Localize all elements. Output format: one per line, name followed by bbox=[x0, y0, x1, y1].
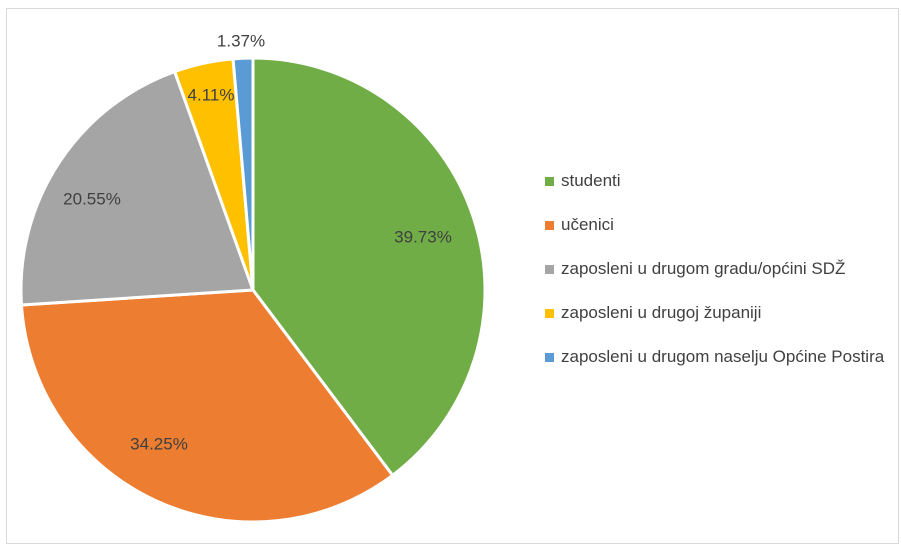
data-label-ucenici: 34.25% bbox=[130, 434, 188, 453]
legend-item-studenti: studenti bbox=[543, 170, 901, 192]
data-label-zaposleni-postira: 1.37% bbox=[217, 31, 265, 50]
legend-swatch-studenti bbox=[545, 177, 554, 186]
data-label-zaposleni-zupanija: 4.11% bbox=[188, 85, 235, 104]
legend-item-ucenici: učenici bbox=[543, 214, 901, 236]
data-label-studenti: 39.73% bbox=[394, 227, 452, 246]
data-label-zaposleni-sdz: 20.55% bbox=[63, 189, 121, 208]
legend-label-zaposleni-sdz: zaposleni u drugom gradu/općini SDŽ bbox=[561, 259, 846, 278]
pie-slice-zaposleni-postira bbox=[231, 56, 255, 291]
legend-label-zaposleni-postira: zaposleni u drugom naselju Općine Postir… bbox=[561, 347, 885, 366]
legend-swatch-zaposleni-zupanija bbox=[545, 309, 554, 318]
legend-item-zaposleni-zupanija: zaposleni u drugoj županiji bbox=[543, 302, 901, 324]
legend-swatch-zaposleni-sdz bbox=[545, 265, 554, 274]
legend: studenti učenici zaposleni u drugom grad… bbox=[543, 170, 901, 390]
legend-item-zaposleni-sdz: zaposleni u drugom gradu/općini SDŽ bbox=[543, 258, 901, 280]
legend-item-zaposleni-postira: zaposleni u drugom naselju Općine Postir… bbox=[543, 346, 891, 368]
pie-slice-ucenici bbox=[19, 288, 395, 524]
legend-swatch-zaposleni-postira bbox=[545, 353, 554, 362]
legend-label-studenti: studenti bbox=[561, 171, 621, 190]
legend-label-zaposleni-zupanija: zaposleni u drugoj županiji bbox=[561, 303, 762, 322]
legend-swatch-ucenici bbox=[545, 221, 554, 230]
pie-slice-studenti bbox=[251, 56, 487, 478]
legend-label-ucenici: učenici bbox=[561, 215, 614, 234]
